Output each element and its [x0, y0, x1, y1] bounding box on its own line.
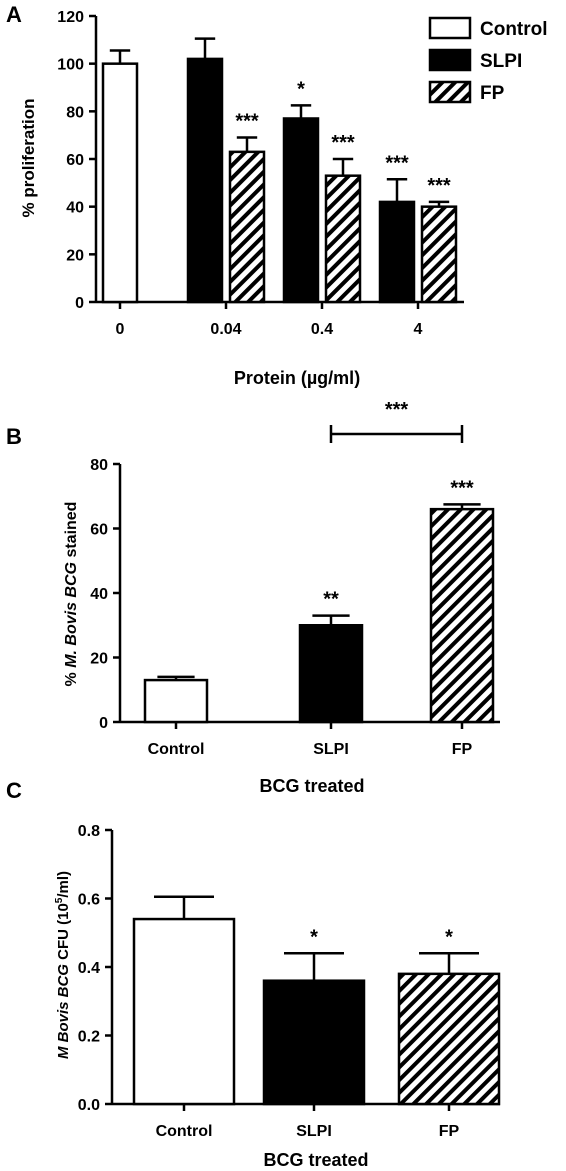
chart-a-ylabel: % proliferation	[19, 98, 38, 217]
panel-label-a: A	[6, 2, 22, 27]
chart-a-fp-bar	[324, 174, 362, 304]
chart-b-ylabel: % M. Bovis BCG stained	[63, 502, 80, 687]
chart-b-xlabel: BCG treated	[259, 776, 364, 796]
chart-a-fp-bar	[420, 205, 458, 304]
chart-c-ylabel-species: M Bovis BCG	[55, 964, 72, 1059]
chart-c-y-tick-label: 0.8	[78, 823, 100, 840]
chart-c-ylabel-unit-end: /ml)	[55, 871, 72, 898]
legend-swatch-control	[428, 16, 472, 40]
chart-c-ylabel-exp: 5	[54, 897, 65, 903]
chart-c: 0.0 0.2 0.4 0.6 0.8 Control * SLPI * FP	[78, 823, 501, 1140]
chart-b-y-tick-label: 0	[99, 715, 108, 732]
chart-c-xlabel: BCG treated	[263, 1150, 368, 1170]
chart-b-fp-bar	[429, 507, 495, 724]
chart-a-control-bar	[101, 62, 139, 304]
legend-swatch-fp	[428, 80, 472, 104]
legend-label-fp: FP	[480, 83, 505, 104]
chart-a-y-tick-label: 40	[66, 200, 84, 217]
chart-c-ylabel-unit: CFU (10	[55, 903, 72, 964]
legend-swatch-slpi	[428, 48, 472, 72]
chart-c-control-bar	[132, 917, 236, 1106]
chart-c-x-tick-label: Control	[156, 1123, 213, 1140]
chart-b-y-tick-label: 80	[90, 457, 108, 474]
chart-a-slpi-significance: ***	[385, 152, 409, 174]
chart-c-x-tick-label: SLPI	[296, 1123, 332, 1140]
chart-b: 0 20 40 60 80 Control ** SLPI *** FP ***	[90, 399, 500, 758]
chart-c-slpi-bar	[262, 979, 366, 1106]
chart-b-y-tick-label: 20	[90, 651, 108, 668]
chart-a-fp-bar	[228, 150, 266, 304]
chart-b-ylabel-species: M. Bovis BCG	[63, 562, 80, 668]
chart-b-slpi-significance: **	[323, 589, 339, 611]
chart-c-ylabel: M Bovis BCG CFU (105/ml)	[54, 871, 72, 1059]
chart-b-x-tick-label: Control	[148, 741, 205, 758]
chart-c-fp-significance: *	[445, 926, 453, 948]
chart-a-y-tick-label: 60	[66, 152, 84, 169]
chart-c-y-tick-label: 0.0	[78, 1097, 100, 1114]
chart-b-y-tick-label: 60	[90, 522, 108, 539]
chart-c-slpi-significance: *	[310, 926, 318, 948]
legend-label-control: Control	[480, 19, 548, 40]
chart-a-fp-significance: ***	[427, 175, 451, 197]
chart-b-ylabel-part3: stained	[63, 502, 80, 562]
chart-a-x-tick-label: 0.4	[311, 321, 333, 338]
chart-b-bracket-significance: ***	[385, 399, 409, 421]
chart-a-x-tick-label: 0.04	[210, 321, 241, 338]
chart-a-slpi-bar	[282, 117, 320, 304]
chart-a-y-tick-label: 0	[75, 295, 84, 312]
panel-label-b: B	[6, 424, 22, 449]
chart-b-ylabel-part1: %	[63, 668, 80, 687]
chart-a-slpi-significance: *	[297, 78, 305, 100]
chart-b-control-bar	[143, 678, 209, 724]
chart-c-x-tick-label: FP	[439, 1123, 460, 1140]
chart-b-fp-significance: ***	[450, 477, 474, 499]
chart-a-fp-significance: ***	[235, 111, 259, 133]
chart-c-y-tick-label: 0.2	[78, 1029, 100, 1046]
chart-a-y-tick-label: 100	[57, 57, 84, 74]
chart-a-x-tick-label: 4	[414, 321, 423, 338]
chart-a-y-tick-label: 20	[66, 247, 84, 264]
chart-b-x-tick-label: FP	[452, 741, 473, 758]
chart-a-slpi-bar	[186, 57, 224, 304]
chart-a-xlabel: Protein (µg/ml)	[234, 368, 360, 388]
chart-a-fp-significance: ***	[331, 132, 355, 154]
chart-b-slpi-bar	[298, 624, 364, 724]
chart-a-y-tick-label: 120	[57, 9, 84, 26]
chart-b-x-tick-label: SLPI	[313, 741, 349, 758]
legend-label-slpi: SLPI	[480, 51, 522, 72]
chart-a-slpi-bar	[378, 200, 416, 304]
chart-a-y-tick-label: 80	[66, 104, 84, 121]
chart-a-x-tick-label: 0	[116, 321, 125, 338]
panel-label-c: C	[6, 778, 22, 803]
chart-c-y-tick-label: 0.6	[78, 892, 100, 909]
chart-c-y-tick-label: 0.4	[78, 960, 100, 977]
chart-b-y-tick-label: 40	[90, 586, 108, 603]
chart-c-fp-bar	[397, 972, 501, 1106]
